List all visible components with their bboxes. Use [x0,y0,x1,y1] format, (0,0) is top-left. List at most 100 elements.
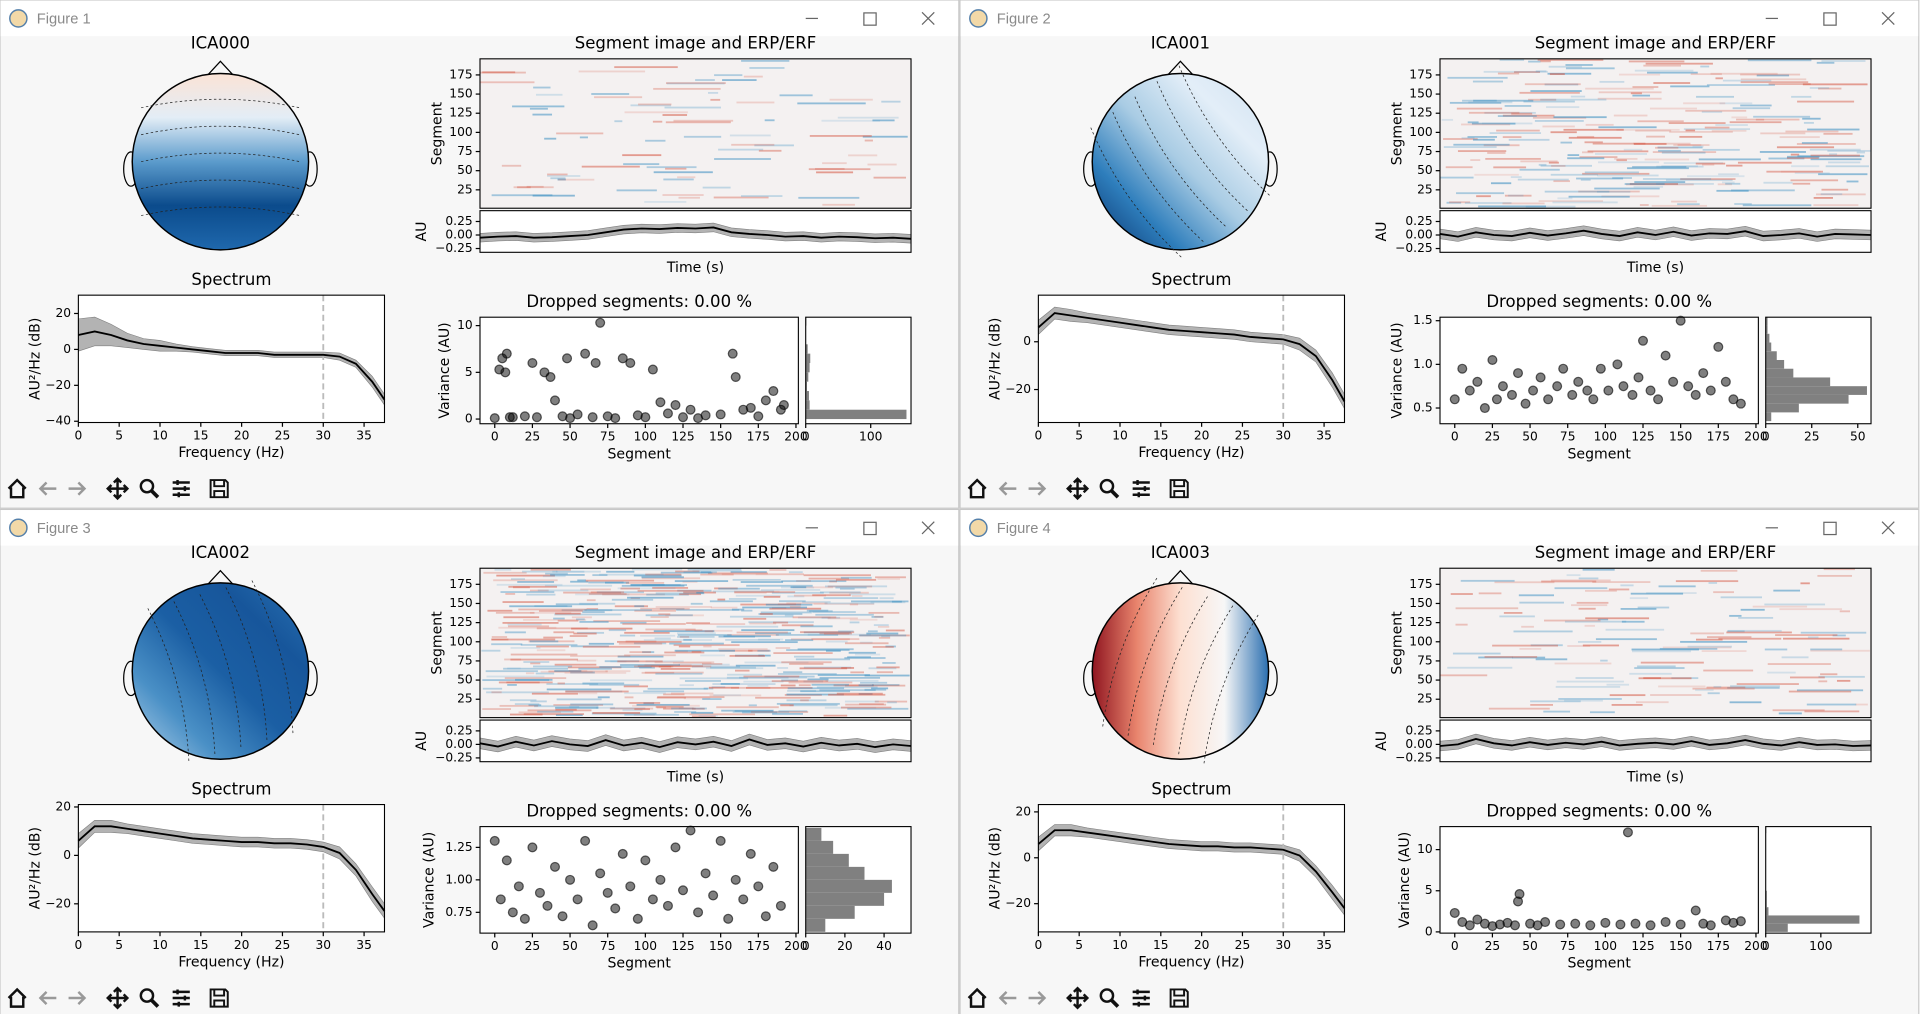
image-texture [513,186,554,189]
image-texture [691,711,714,714]
icon[interactable] [1823,521,1837,536]
y-tick-label: 25 [457,692,473,706]
icon[interactable] [863,12,877,26]
image-texture [1646,592,1697,594]
contour [1134,96,1227,227]
point [549,861,561,872]
image-texture [1788,690,1852,693]
pan-button[interactable] [1064,475,1091,502]
image-texture [506,681,553,684]
icon[interactable] [921,11,935,25]
button-face[interactable] [1096,985,1123,1012]
forward-button[interactable] [1024,985,1051,1012]
maximize-button[interactable] [1823,521,1837,536]
home-button[interactable] [964,475,991,502]
back-button[interactable] [34,475,61,502]
configure-button[interactable] [168,985,195,1012]
home-button[interactable] [4,985,31,1012]
save-button[interactable] [206,985,233,1012]
image-texture [785,639,814,642]
image-texture [780,684,796,687]
zoom-button[interactable] [1096,475,1123,502]
back-button[interactable] [994,475,1021,502]
save-button[interactable] [206,475,233,502]
icon[interactable] [1881,11,1895,25]
back-button[interactable] [34,985,61,1012]
y-tick-label: 75 [457,144,473,158]
configure-button[interactable] [1128,985,1155,1012]
icon[interactable] [1823,12,1837,26]
image-texture [653,87,721,90]
button-face[interactable] [136,475,163,502]
image-texture [577,579,586,582]
close-button[interactable] [1881,521,1895,535]
back-button[interactable] [994,985,1021,1012]
close-button[interactable] [921,521,935,535]
zoom-button[interactable] [136,985,163,1012]
image-texture [1820,193,1843,196]
close-button[interactable] [1881,11,1895,25]
x-tick-label: 175 [747,430,770,444]
image-texture [1647,71,1698,74]
image-texture [644,201,687,203]
image-texture [891,600,902,603]
image-texture [1760,132,1806,135]
image-texture [1855,703,1868,706]
save-button[interactable] [1166,985,1193,1012]
maximize-button[interactable] [863,521,877,536]
image-texture [564,672,627,674]
image-texture [817,674,870,676]
button-face[interactable] [136,985,163,1012]
point [1464,920,1475,931]
point [662,408,673,419]
image-texture [532,194,575,197]
configure-button[interactable] [1128,475,1155,502]
image-texture [684,680,721,682]
button-face[interactable] [1096,475,1123,502]
icon[interactable] [863,521,877,536]
forward-button[interactable] [64,985,91,1012]
x-tick-label: 35 [356,428,372,442]
image-texture [485,670,538,673]
forward-button[interactable] [64,475,91,502]
save-button[interactable] [1166,475,1193,502]
pan-button[interactable] [1064,985,1091,1012]
image-texture [829,98,873,101]
pan-button[interactable] [104,985,131,1012]
image-texture [786,693,844,696]
point [595,868,606,879]
zoom-button[interactable] [136,475,163,502]
image-texture [866,632,899,635]
image-texture [686,622,711,625]
close-button[interactable] [921,11,935,25]
image-texture [771,591,824,594]
image-texture [1544,619,1601,622]
zoom-button[interactable] [1096,985,1123,1012]
home-button[interactable] [964,985,991,1012]
image-texture [1839,610,1850,613]
maximize-button[interactable] [863,12,877,26]
pan-button[interactable] [104,475,131,502]
x-tick-label: 100 [634,939,657,953]
image-texture [1440,674,1488,677]
point [730,874,741,885]
configure-button[interactable] [168,475,195,502]
point [1653,394,1664,405]
axes-title: Segment image and ERP/ERF [575,34,816,53]
image-texture [1487,152,1506,154]
icon[interactable] [1881,521,1895,535]
contour [1203,614,1259,765]
home-button[interactable] [4,475,31,502]
maximize-button[interactable] [1823,12,1837,26]
image-texture [1446,201,1462,204]
point [745,848,756,859]
forward-button[interactable] [1024,475,1051,502]
image-texture [876,671,893,674]
y-tick-label: −20 [45,378,71,392]
image-texture [605,581,630,584]
image-texture [555,706,599,709]
point [1506,389,1518,400]
nose [1165,60,1196,78]
image-texture [533,86,551,89]
icon[interactable] [921,521,935,535]
